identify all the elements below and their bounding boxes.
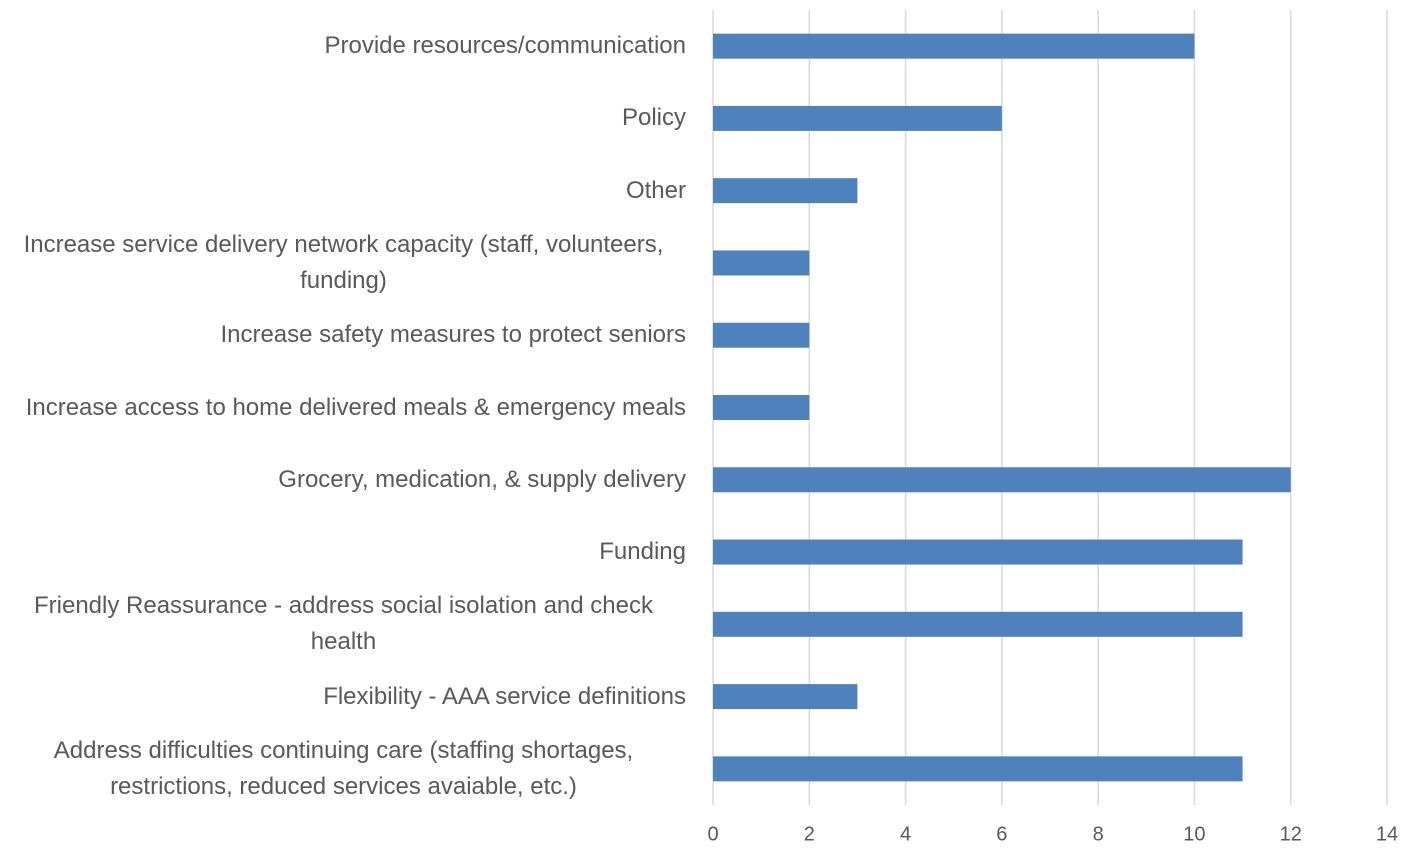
y-tick-label: Increase access to home delivered meals … bbox=[25, 393, 686, 421]
category-box: Other bbox=[0, 151, 686, 231]
y-tick-label: Flexibility - AAA service definitions bbox=[323, 682, 686, 710]
category-box: Address difficulties continuing care (st… bbox=[0, 729, 686, 809]
bar bbox=[713, 250, 810, 276]
category-box: Increase access to home delivered meals … bbox=[0, 368, 686, 448]
bar bbox=[713, 756, 1243, 782]
category-box: Policy bbox=[0, 78, 686, 158]
y-tick-label: Funding bbox=[599, 538, 686, 566]
y-tick-label: Increase service delivery network capaci… bbox=[23, 230, 664, 294]
bar bbox=[713, 105, 1002, 131]
category-box: Friendly Reassurance - address social is… bbox=[0, 584, 686, 664]
bar bbox=[713, 322, 810, 348]
x-tick-label: 6 bbox=[996, 823, 1007, 845]
y-tick-label: Address difficulties continuing care (st… bbox=[53, 736, 634, 800]
category-box: Increase service delivery network capaci… bbox=[0, 223, 686, 303]
y-tick-label: Friendly Reassurance - address social is… bbox=[34, 592, 653, 656]
category-box: Provide resources/communication bbox=[0, 6, 687, 86]
x-tick-label: 2 bbox=[804, 823, 815, 845]
y-tick-label: Provide resources/communication bbox=[324, 32, 687, 60]
category-box: Increase safety measures to protect seni… bbox=[0, 295, 686, 375]
category-box: Funding bbox=[0, 512, 686, 592]
x-tick-label: 12 bbox=[1280, 823, 1302, 845]
category-box: Flexibility - AAA service definitions bbox=[0, 657, 686, 737]
bar bbox=[713, 611, 1243, 637]
x-tick-label: 8 bbox=[1093, 823, 1104, 845]
y-tick-label: Grocery, medication, & supply delivery bbox=[278, 465, 686, 493]
bar bbox=[713, 178, 858, 204]
bar bbox=[713, 33, 1195, 59]
category-box: Grocery, medication, & supply delivery bbox=[0, 440, 686, 520]
y-tick-label: Other bbox=[625, 176, 686, 204]
bar bbox=[713, 395, 810, 420]
y-tick-label: Increase safety measures to protect seni… bbox=[220, 321, 686, 349]
y-tick-label: Policy bbox=[621, 104, 686, 132]
x-tick-label: 10 bbox=[1183, 823, 1205, 845]
bar bbox=[713, 467, 1291, 493]
x-tick-label: 14 bbox=[1376, 823, 1398, 845]
bar bbox=[713, 539, 1243, 565]
bar bbox=[713, 684, 858, 710]
x-tick-label: 0 bbox=[707, 823, 718, 845]
x-tick-label: 4 bbox=[900, 823, 911, 845]
